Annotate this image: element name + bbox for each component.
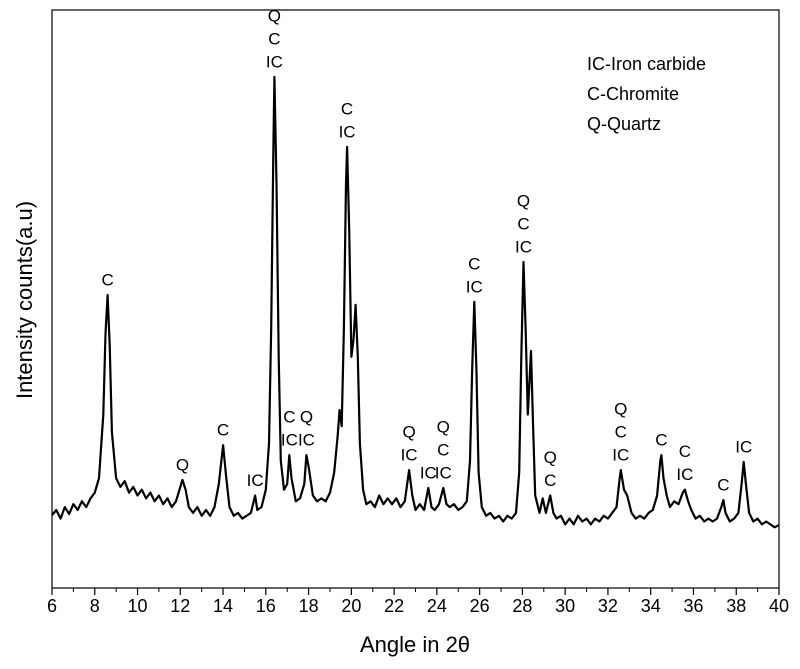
peak-label: C <box>655 431 667 450</box>
peak-label: C <box>717 476 729 495</box>
x-axis-title: Angle in 2θ <box>360 632 470 657</box>
x-tick-label: 38 <box>726 596 746 616</box>
peak-label: IC <box>612 446 629 465</box>
x-tick-label: 40 <box>769 596 789 616</box>
x-tick-label: 30 <box>555 596 575 616</box>
x-tick-label: 34 <box>641 596 661 616</box>
legend-note: Q-Quartz <box>587 114 661 134</box>
peak-label: Q <box>300 408 313 427</box>
peak-label: Q <box>614 400 627 419</box>
peak-label: C <box>341 99 353 118</box>
peak-label: Q <box>402 423 415 442</box>
x-tick-label: 20 <box>341 596 361 616</box>
x-tick-label: 26 <box>470 596 490 616</box>
peak-label: IC <box>735 437 752 456</box>
peak-label: Q <box>544 448 557 467</box>
peak-label: C <box>679 442 691 461</box>
xrd-trace <box>51 75 780 529</box>
peak-label: C <box>544 471 556 490</box>
x-tick-label: 6 <box>47 596 57 616</box>
x-tick-label: 16 <box>256 596 276 616</box>
peak-label: IC <box>247 471 264 490</box>
legend-note: C-Chromite <box>587 84 679 104</box>
peak-label: IC <box>281 431 298 450</box>
x-tick-label: 24 <box>427 596 447 616</box>
x-tick-label: 36 <box>683 596 703 616</box>
x-tick-label: 8 <box>90 596 100 616</box>
x-tick-label: 28 <box>512 596 532 616</box>
peak-label: IC <box>515 237 532 256</box>
peak-label: IC <box>401 446 418 465</box>
peak-label: C <box>437 440 449 459</box>
peak-label: Q <box>437 417 450 436</box>
peak-label: IC <box>676 465 693 484</box>
peak-label: C <box>615 423 627 442</box>
peak-label: IC <box>435 463 452 482</box>
x-tick-label: 18 <box>299 596 319 616</box>
peak-label: C <box>217 421 229 440</box>
peak-label: IC <box>466 277 483 296</box>
peak-label: C <box>283 408 295 427</box>
x-tick-label: 32 <box>598 596 618 616</box>
x-tick-label: 10 <box>128 596 148 616</box>
y-axis-title: Intensity counts(a.u) <box>12 201 37 399</box>
peak-label: IC <box>266 53 283 72</box>
legend-note: IC-Iron carbide <box>587 54 706 74</box>
peak-label: IC <box>339 122 356 141</box>
peak-label: IC <box>298 431 315 450</box>
peak-label: Q <box>268 7 281 26</box>
x-tick-label: 12 <box>170 596 190 616</box>
peak-label: Q <box>517 191 530 210</box>
x-tick-label: 14 <box>213 596 233 616</box>
x-tick-label: 22 <box>384 596 404 616</box>
peak-label: C <box>101 270 113 289</box>
peak-label: Q <box>176 455 189 474</box>
peak-label: C <box>268 30 280 49</box>
peak-label: C <box>468 254 480 273</box>
peak-label: C <box>517 214 529 233</box>
peak-label: IC <box>420 463 437 482</box>
